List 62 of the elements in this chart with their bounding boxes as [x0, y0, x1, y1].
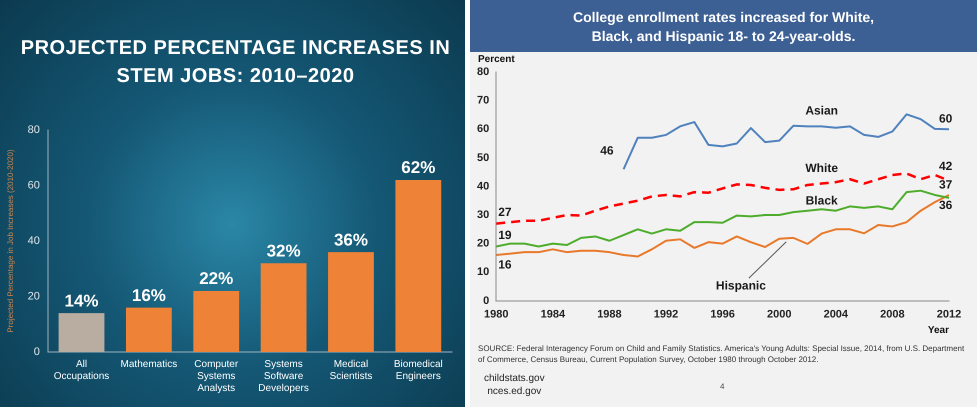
- x-tick-label: Mathematics: [120, 358, 178, 370]
- data-label: 19: [498, 228, 512, 242]
- x-tick-label: All Occupations: [54, 358, 110, 382]
- bar: [260, 263, 306, 352]
- series-label: Black: [806, 194, 838, 208]
- data-label: 46: [600, 144, 614, 158]
- data-label: 37: [939, 177, 953, 192]
- data-label: 62%: [401, 158, 436, 178]
- y-tick-label: 80: [28, 124, 40, 136]
- x-tick-label: Medical Scientists: [330, 358, 372, 382]
- text: 4: [720, 382, 724, 391]
- text: childstats.gov: [484, 372, 545, 385]
- y-tick-label: 30: [476, 209, 490, 222]
- data-label: 60: [939, 112, 953, 126]
- x-tick-label: 1980: [484, 308, 508, 320]
- y-tick-label: 40: [476, 180, 490, 192]
- x-tick-label: Systems Software Developers: [258, 358, 309, 394]
- y-tick-label: 60: [476, 123, 490, 136]
- x-tick-label: 2004: [824, 308, 849, 320]
- source-note: SOURCE: Federal Interagency Forum on Child and Family Statistics. America's Young Adults: Special Issue, 2014, from U.S. Department of Commerce, Census Bureau, Current Population Survey, October 1980 through October 2012.: [478, 343, 966, 365]
- data-label: 16%: [132, 286, 166, 305]
- x-tick-label: Computer Systems Analysts: [194, 358, 239, 394]
- x-tick-label: 1988: [597, 308, 622, 320]
- data-label: 42: [939, 158, 953, 173]
- data-label: 36: [939, 198, 953, 212]
- y-tick-label: 80: [476, 66, 490, 78]
- data-label: 32%: [266, 241, 301, 260]
- y-axis-title: Percent: [478, 54, 515, 65]
- text: nces.ed.gov: [486, 385, 542, 398]
- y-tick-label: 70: [476, 94, 490, 107]
- bar: [58, 313, 104, 352]
- x-tick-label: 1992: [654, 308, 678, 320]
- y-tick-label: 20: [476, 238, 490, 250]
- y-tick-label: 0: [483, 294, 490, 307]
- x-tick-label: 1996: [710, 308, 735, 320]
- y-axis-title: Projected Percentage in Job Increases (2010-2020): [6, 149, 16, 333]
- data-label: 16: [498, 257, 512, 272]
- series-label: Asian: [805, 104, 838, 118]
- data-label: 14%: [64, 291, 99, 310]
- y-tick-label: 0: [34, 346, 40, 358]
- y-tick-label: 50: [476, 152, 490, 164]
- x-tick-label: 1984: [540, 308, 566, 320]
- chart-title: College enrollment rates increased for White, Black, and Hispanic 18- to 24-year-olds.: [470, 0, 977, 52]
- chart-title: PROJECTED PERCENTAGE INCREASES IN STEM JOBS: 2010–2020: [20, 36, 452, 87]
- bar: [126, 308, 172, 352]
- series-label: White: [805, 160, 838, 175]
- bar: [395, 180, 442, 352]
- x-tick-label: 2000: [766, 308, 792, 320]
- data-label: 27: [498, 204, 512, 219]
- y-tick-label: 60: [28, 180, 40, 192]
- y-tick-label: 40: [28, 235, 40, 248]
- x-tick-label: 2012: [936, 308, 962, 320]
- x-tick-label: Biomedical Engineers: [394, 358, 443, 382]
- y-tick-label: 10: [476, 266, 490, 278]
- text: Hispanic: [716, 278, 766, 292]
- data-label: 36%: [334, 230, 368, 250]
- x-tick-label: 2008: [880, 308, 905, 320]
- bar: [328, 252, 374, 352]
- x-axis-title: Year: [928, 324, 950, 336]
- y-tick-label: 20: [28, 290, 40, 303]
- bar: [193, 290, 240, 352]
- data-label: 22%: [199, 269, 234, 288]
